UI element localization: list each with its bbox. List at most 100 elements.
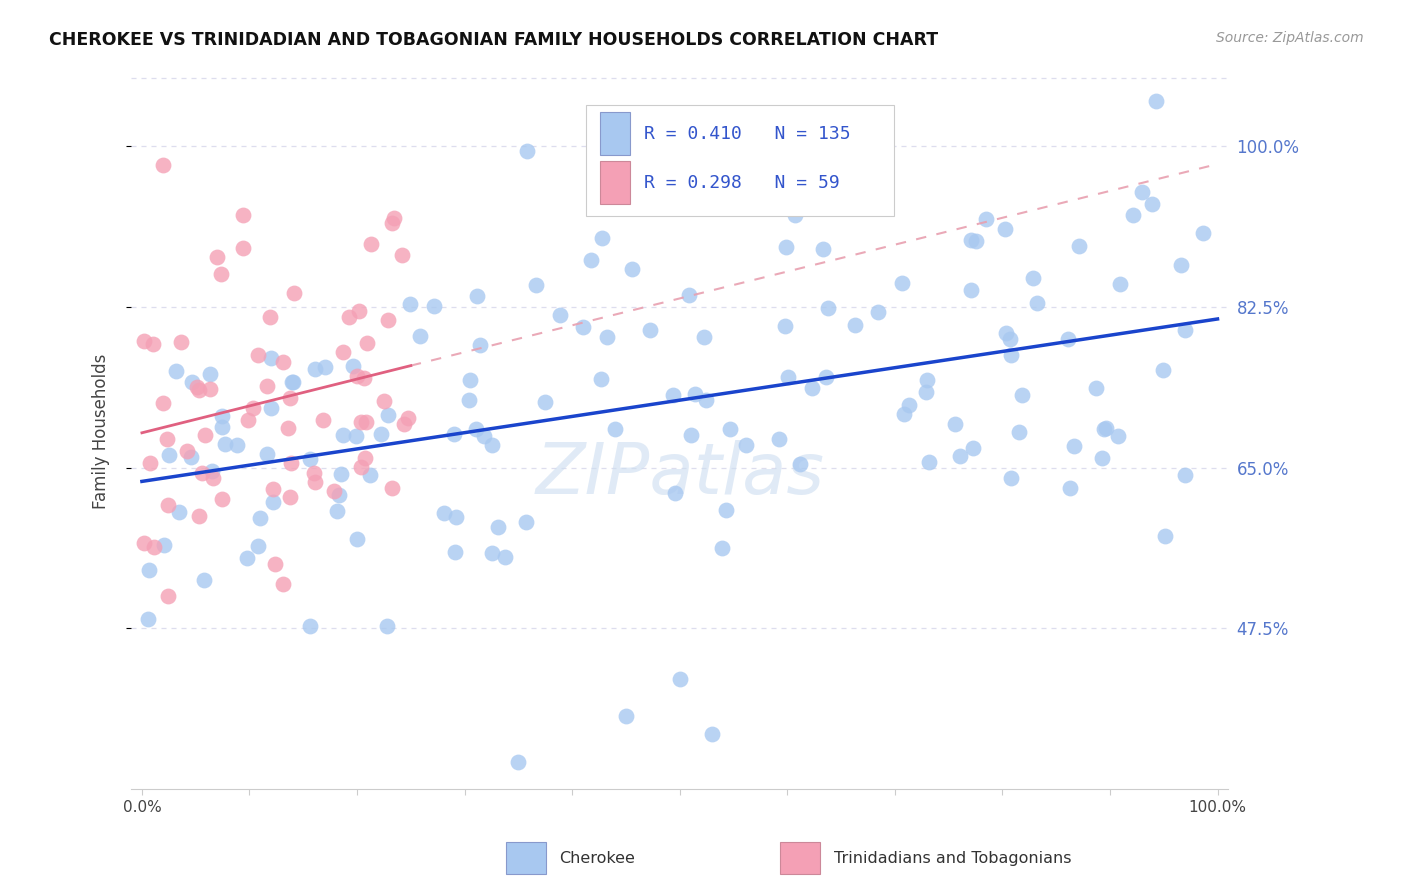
Point	[396, 411, 419, 425]
Point	[298, 452, 321, 467]
Point	[186, 380, 208, 394]
Point	[328, 488, 350, 502]
Point	[775, 240, 797, 254]
Point	[1069, 239, 1091, 253]
Point	[423, 299, 446, 313]
Point	[392, 417, 415, 432]
Point	[304, 475, 326, 490]
Point	[143, 540, 166, 554]
Point	[486, 520, 509, 534]
Point	[1056, 332, 1078, 346]
Point	[180, 375, 202, 389]
Point	[142, 336, 165, 351]
Point	[381, 216, 404, 230]
Point	[312, 413, 335, 427]
Point	[1092, 422, 1115, 436]
Point	[976, 211, 998, 226]
Point	[695, 393, 717, 408]
Point	[391, 248, 413, 262]
Point	[249, 511, 271, 525]
Point	[384, 211, 406, 225]
Point	[205, 250, 228, 264]
Point	[136, 611, 159, 625]
Point	[280, 490, 302, 504]
Point	[165, 363, 187, 377]
Point	[481, 438, 503, 452]
Point	[683, 386, 706, 401]
Point	[444, 509, 467, 524]
Point	[360, 237, 382, 252]
Point	[201, 470, 224, 484]
Point	[373, 394, 395, 409]
Point	[811, 242, 834, 256]
Point	[323, 484, 346, 499]
Point	[214, 437, 236, 451]
Point	[605, 422, 627, 436]
Point	[1130, 185, 1153, 199]
Point	[508, 755, 530, 769]
Point	[915, 373, 938, 387]
Point	[190, 466, 212, 480]
Point	[187, 383, 209, 397]
Point	[350, 415, 373, 429]
Point	[242, 401, 264, 415]
Point	[768, 432, 790, 446]
Point	[444, 545, 467, 559]
Point	[271, 577, 294, 591]
Point	[595, 330, 617, 344]
Point	[193, 574, 215, 588]
Point	[377, 313, 399, 327]
Point	[1174, 467, 1197, 482]
Point	[994, 221, 1017, 235]
Point	[1174, 322, 1197, 336]
Point	[377, 409, 399, 423]
Point	[132, 334, 155, 348]
Point	[591, 372, 613, 386]
Point	[1000, 332, 1022, 346]
Point	[1022, 271, 1045, 285]
Point	[943, 417, 966, 432]
Point	[359, 467, 381, 482]
Point	[281, 376, 304, 390]
Point	[614, 708, 637, 723]
Point	[138, 563, 160, 577]
Point	[1085, 381, 1108, 395]
Point	[332, 428, 354, 442]
Point	[681, 428, 703, 442]
Point	[494, 549, 516, 564]
Point	[1091, 450, 1114, 465]
Point	[1152, 363, 1174, 377]
Point	[621, 262, 644, 277]
Point	[1059, 481, 1081, 495]
Point	[283, 285, 305, 300]
Text: R = 0.410   N = 135: R = 0.410 N = 135	[644, 125, 851, 143]
Point	[399, 297, 422, 311]
Point	[326, 504, 349, 518]
Point	[226, 438, 249, 452]
Point	[1144, 94, 1167, 108]
Point	[263, 557, 285, 571]
Point	[332, 344, 354, 359]
Point	[1000, 348, 1022, 362]
Point	[259, 310, 281, 325]
Point	[157, 448, 180, 462]
Point	[458, 373, 481, 387]
Point	[342, 359, 364, 373]
Point	[572, 319, 595, 334]
Point	[346, 532, 368, 546]
Point	[194, 428, 217, 442]
Point	[1109, 277, 1132, 291]
Point	[591, 230, 613, 244]
Point	[200, 367, 222, 381]
Point	[801, 381, 824, 395]
Point	[349, 459, 371, 474]
Point	[898, 398, 921, 412]
Point	[314, 360, 336, 375]
Point	[278, 392, 301, 406]
Point	[1122, 208, 1144, 222]
Point	[960, 233, 983, 247]
Point	[1170, 259, 1192, 273]
Point	[353, 371, 375, 385]
Point	[548, 309, 571, 323]
Point	[356, 415, 378, 429]
